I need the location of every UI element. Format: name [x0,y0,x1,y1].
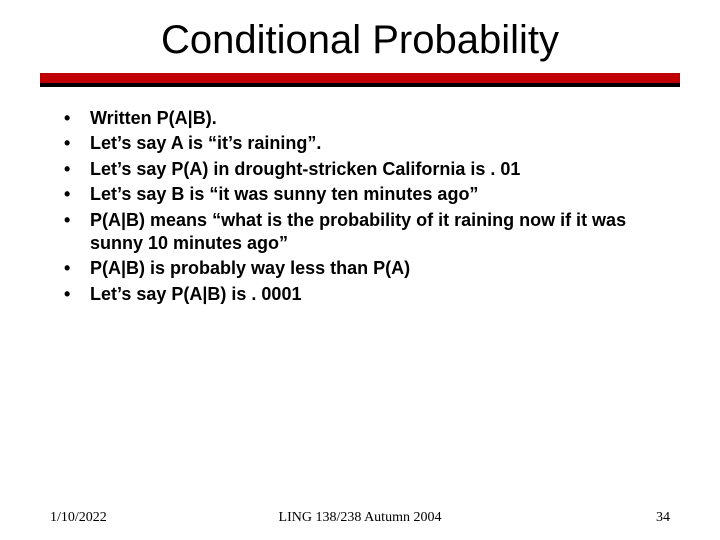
bullet-item: P(A|B) means “what is the probability of… [50,209,670,256]
bullet-item: Written P(A|B). [50,107,670,130]
slide: Conditional Probability Written P(A|B). … [0,0,720,540]
divider-top [40,73,680,83]
slide-title: Conditional Probability [0,0,720,73]
bullet-item: Let’s say P(A) in drought-stricken Calif… [50,158,670,181]
footer-page-number: 34 [656,510,670,526]
content-area: Written P(A|B). Let’s say A is “it’s rai… [0,87,720,306]
bullet-item: Let’s say B is “it was sunny ten minutes… [50,183,670,206]
bullet-item: P(A|B) is probably way less than P(A) [50,257,670,280]
title-divider [40,73,680,87]
bullet-item: Let’s say P(A|B) is . 0001 [50,283,670,306]
bullet-list: Written P(A|B). Let’s say A is “it’s rai… [50,107,670,306]
footer-course: LING 138/238 Autumn 2004 [0,510,720,526]
bullet-item: Let’s say A is “it’s raining”. [50,132,670,155]
